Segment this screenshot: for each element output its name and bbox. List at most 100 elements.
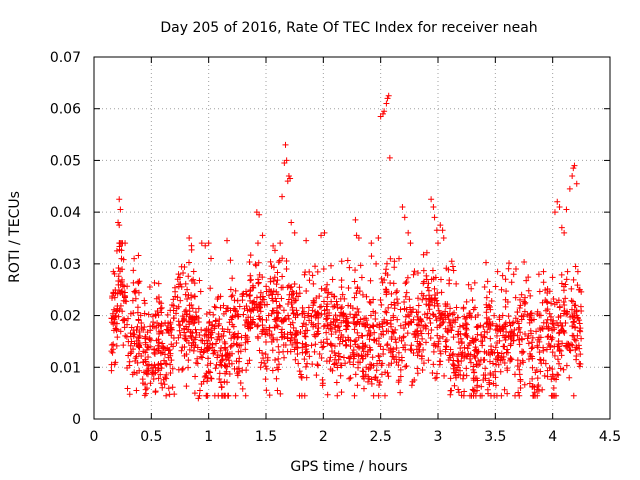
data-point [365, 378, 372, 385]
data-point [517, 378, 524, 385]
data-point [285, 296, 292, 303]
data-point [449, 263, 456, 270]
data-point [257, 316, 264, 323]
data-point [114, 305, 121, 312]
data-point [436, 361, 443, 368]
data-point [435, 240, 441, 247]
data-point [517, 384, 524, 391]
data-point [218, 383, 225, 390]
data-point [113, 326, 120, 333]
data-point [544, 334, 551, 341]
data-point [408, 382, 415, 389]
data-point [429, 267, 436, 274]
data-point [400, 333, 407, 340]
data-point [548, 392, 555, 399]
data-point [421, 311, 428, 318]
data-point [164, 311, 171, 318]
data-point [468, 285, 475, 292]
data-point [474, 377, 481, 384]
data-point [388, 290, 395, 297]
data-point [384, 272, 391, 279]
data-point [239, 385, 246, 392]
data-point [175, 366, 182, 373]
data-point [120, 342, 127, 349]
data-point [338, 277, 345, 284]
data-point [233, 358, 240, 365]
data-point [343, 341, 350, 348]
data-point [130, 309, 137, 316]
data-point [222, 340, 229, 347]
data-point [504, 390, 511, 397]
data-point [541, 372, 548, 379]
data-point [516, 324, 523, 331]
data-point [202, 242, 209, 249]
data-point [471, 388, 478, 395]
data-point [433, 317, 440, 324]
data-point [215, 392, 222, 399]
data-point [340, 311, 347, 318]
data-point [263, 387, 270, 394]
data-point [384, 95, 391, 102]
data-point [365, 327, 372, 334]
data-point [312, 263, 319, 270]
data-point [133, 387, 140, 394]
data-point [236, 368, 243, 375]
data-point [132, 287, 139, 294]
data-point [473, 361, 480, 368]
data-point [381, 108, 388, 115]
data-point [542, 360, 549, 367]
data-point [347, 374, 354, 381]
data-point [262, 376, 269, 383]
data-point [494, 268, 501, 275]
x-tick-label: 2 [319, 429, 328, 445]
data-point [335, 323, 342, 330]
data-point [512, 266, 519, 273]
data-point [559, 323, 566, 330]
data-point [159, 340, 166, 347]
data-point [526, 313, 533, 320]
data-point [191, 390, 198, 397]
data-point [209, 329, 216, 336]
data-point [562, 295, 569, 302]
data-point [495, 361, 502, 368]
data-point [205, 240, 212, 247]
data-point [415, 348, 422, 355]
data-point [180, 317, 187, 324]
data-point [502, 336, 509, 343]
data-point [316, 304, 323, 311]
data-point [450, 334, 457, 341]
data-point [558, 352, 565, 359]
data-point [143, 370, 150, 377]
data-point [155, 328, 162, 335]
data-point [161, 381, 168, 388]
data-point [363, 364, 370, 371]
data-point [549, 349, 556, 356]
data-point [400, 344, 407, 351]
data-point [350, 361, 357, 368]
data-point [303, 237, 310, 244]
data-point [480, 357, 487, 364]
data-point [574, 282, 581, 289]
data-point [503, 328, 510, 335]
data-point [484, 278, 491, 285]
data-point [562, 319, 569, 326]
data-point [270, 242, 277, 249]
data-point [324, 340, 331, 347]
data-point [285, 282, 292, 289]
data-point [334, 304, 341, 311]
data-point [476, 361, 483, 368]
data-point [449, 351, 456, 358]
data-point [287, 337, 294, 344]
data-point [182, 336, 189, 343]
data-point [364, 332, 371, 339]
data-point [525, 274, 532, 281]
data-point [190, 320, 197, 327]
data-point [118, 255, 125, 262]
data-point [378, 362, 385, 369]
data-point [427, 319, 434, 326]
y-tick-label: 0.04 [50, 205, 81, 221]
data-point [487, 335, 494, 342]
data-point [420, 360, 427, 367]
data-point [440, 235, 447, 241]
y-tick-label: 0.03 [50, 257, 81, 273]
